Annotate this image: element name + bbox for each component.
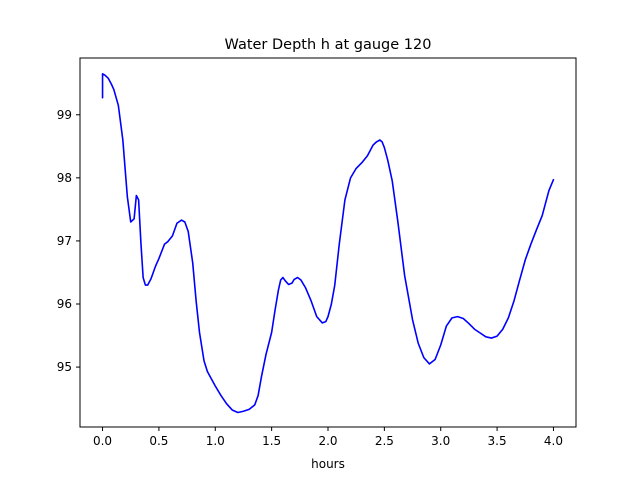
plot-area (80, 58, 576, 427)
plot-frame (79, 57, 577, 428)
x-tick-label: 2.0 (318, 434, 337, 448)
chart-title: Water Depth h at gauge 120 (225, 37, 432, 53)
y-tick-label: 95 (57, 360, 72, 374)
x-tick-label: 1.5 (262, 434, 281, 448)
x-tick-label: 3.0 (431, 434, 450, 448)
x-tick-label: 0.0 (93, 434, 112, 448)
x-tick-label: 0.5 (149, 434, 168, 448)
series-line-0 (101, 72, 555, 414)
x-tick-label: 2.5 (375, 434, 394, 448)
x-tick-label: 4.0 (544, 434, 563, 448)
y-tick-label: 97 (57, 234, 72, 248)
x-tick-label: 3.5 (488, 434, 507, 448)
x-axis-ticks: 0.0 0.5 1.0 1.5 2.0 2.5 3.0 3.5 4.0 (93, 427, 563, 448)
y-tick-label: 96 (57, 297, 72, 311)
x-tick-label: 1.0 (206, 434, 225, 448)
series-layer (101, 72, 555, 414)
y-axis-ticks: 95 96 97 98 99 (57, 108, 80, 374)
y-tick-label: 98 (57, 171, 72, 185)
y-tick-label: 99 (57, 108, 72, 122)
x-axis-label: hours (311, 457, 345, 471)
